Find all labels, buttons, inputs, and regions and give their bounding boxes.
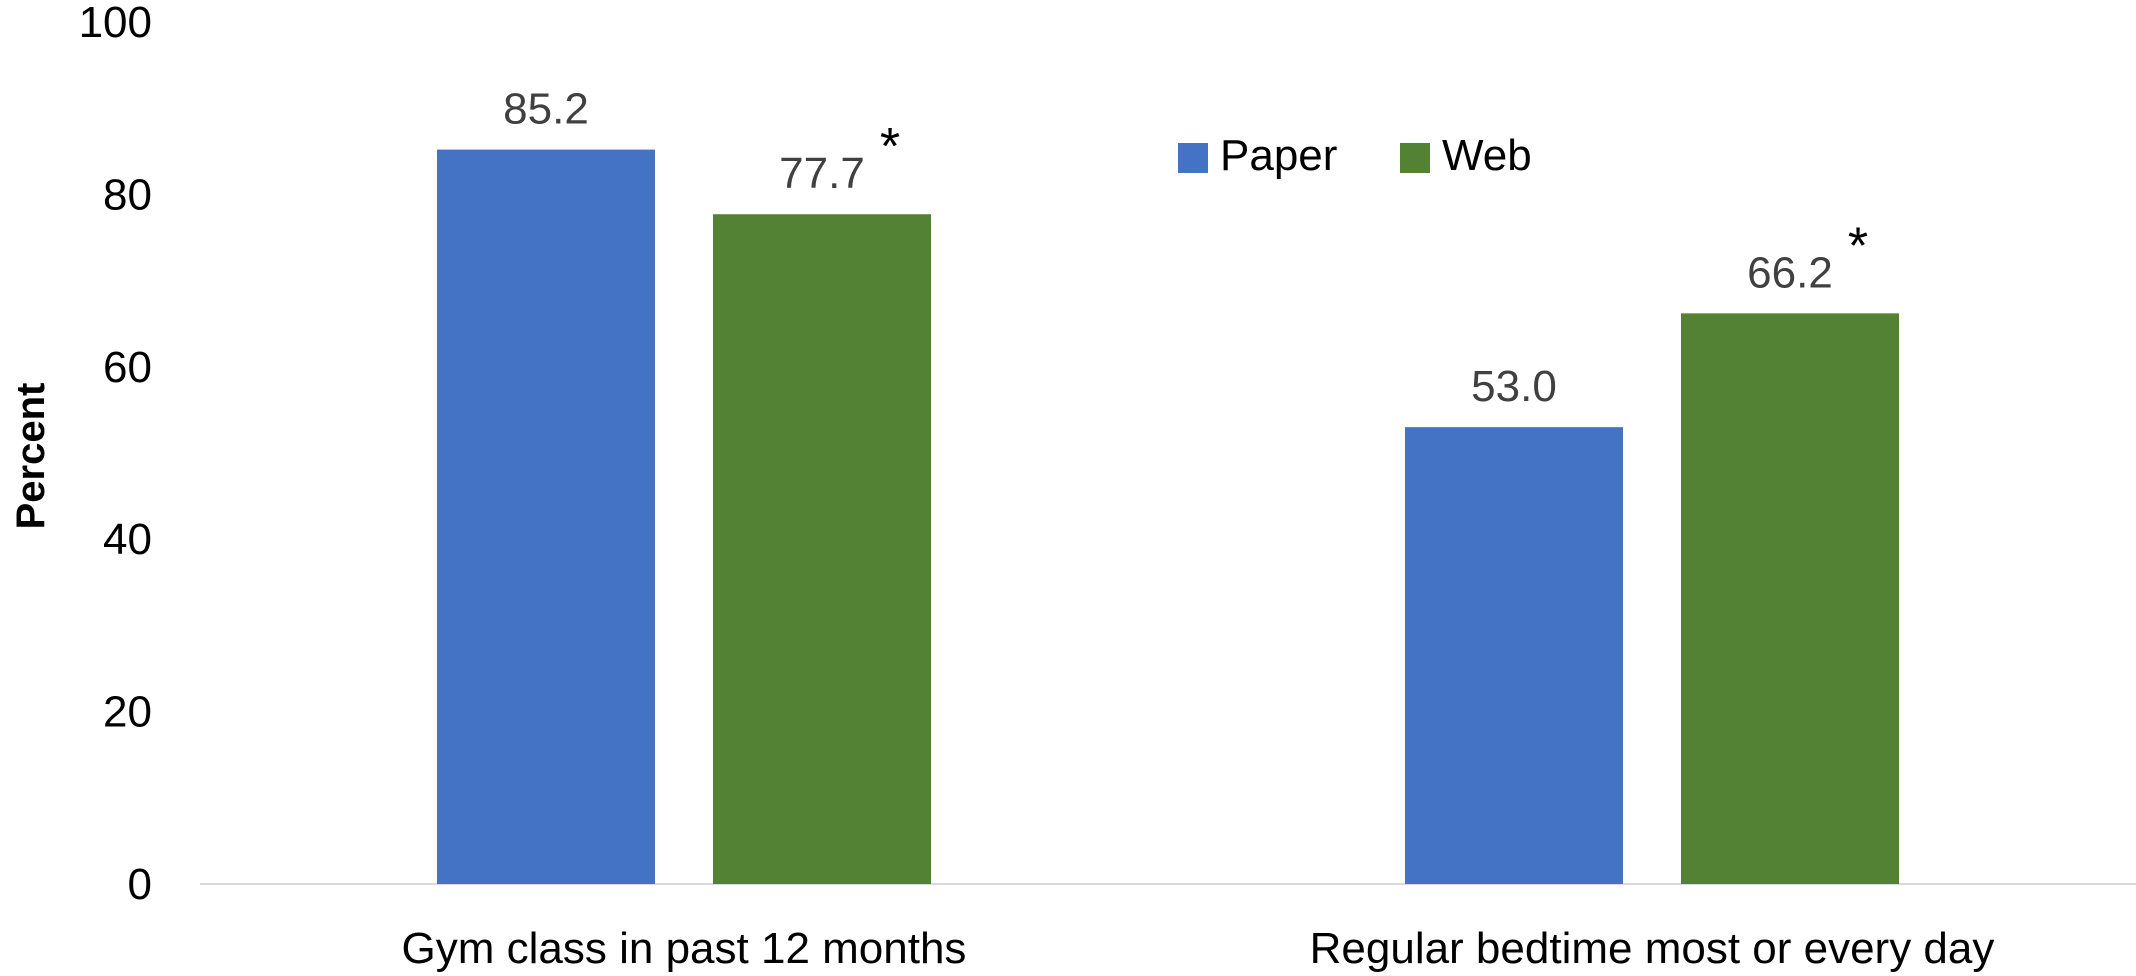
legend: Paper Web	[1178, 131, 1532, 180]
data-label: 77.7	[779, 149, 865, 198]
category-label: Gym class in past 12 months	[402, 924, 967, 973]
significance-mark: *	[1848, 217, 1868, 275]
data-label: 53.0	[1471, 362, 1557, 411]
significance-mark: *	[880, 118, 900, 176]
category-labels: Gym class in past 12 months Regular bedti…	[402, 924, 1995, 973]
legend-swatch-web	[1400, 143, 1430, 173]
data-labels: 85.2 77.7 * 53.0 66.2 *	[503, 85, 1868, 412]
y-tick-label: 20	[103, 688, 152, 737]
bar-web-0	[713, 214, 931, 884]
data-label: 85.2	[503, 85, 589, 134]
y-tick-label: 0	[128, 860, 152, 909]
legend-label: Paper	[1220, 131, 1337, 180]
y-tick-label: 60	[103, 343, 152, 392]
y-tick-label: 40	[103, 515, 152, 564]
y-tick-labels: 0 20 40 60 80 100	[79, 0, 152, 909]
bar-series	[437, 150, 1899, 884]
legend-swatch-paper	[1178, 143, 1208, 173]
bar-paper-0	[437, 150, 655, 884]
data-label: 66.2	[1747, 248, 1833, 297]
category-label: Regular bedtime most or every day	[1310, 924, 1995, 973]
y-axis-title: Percent	[9, 383, 53, 530]
y-tick-label: 80	[103, 170, 152, 219]
bar-paper-1	[1405, 427, 1623, 884]
y-axis-title-group: Percent	[9, 383, 53, 530]
legend-label: Web	[1442, 131, 1532, 180]
bar-web-1	[1681, 313, 1899, 884]
y-tick-label: 100	[79, 0, 152, 47]
